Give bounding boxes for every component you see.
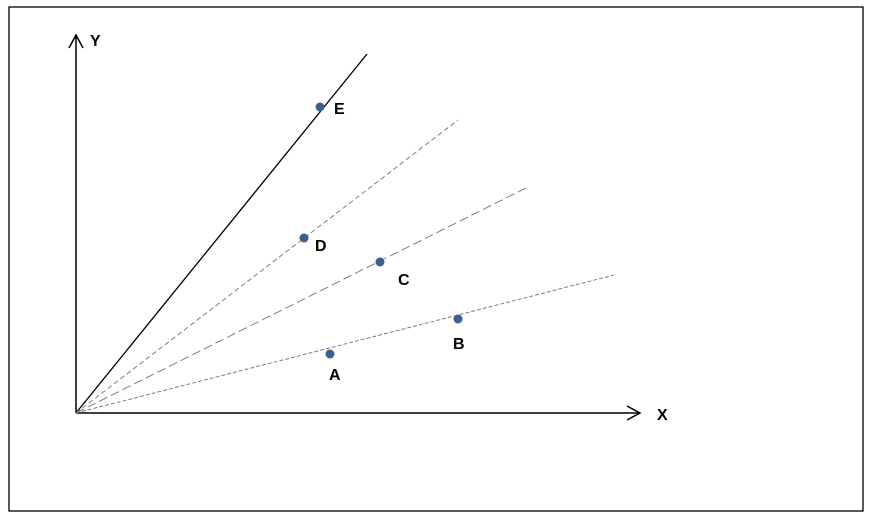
x-axis-arrowhead [626, 405, 642, 421]
axes: X Y [68, 33, 668, 424]
rays [75, 53, 615, 414]
y-axis-label: Y [90, 33, 101, 50]
ray-dashed-c [75, 186, 529, 414]
ray-dashed-d [75, 119, 459, 414]
point-label-a: A [329, 367, 341, 384]
point-marker-a [325, 349, 335, 359]
point-label-e: E [334, 101, 345, 118]
point-label-c: C [398, 272, 410, 289]
point-marker-b [453, 314, 463, 324]
y-axis-arrowhead [68, 33, 84, 49]
diagram-border [8, 6, 864, 512]
point-label-d: D [315, 238, 327, 255]
ray-solid-e [75, 53, 368, 414]
point-label-b: B [453, 336, 465, 353]
ray-dashed-ab [75, 274, 615, 414]
points: A B C D E [299, 101, 465, 384]
x-axis-label: X [657, 407, 668, 424]
point-marker-d [299, 233, 309, 243]
point-marker-c [375, 257, 385, 267]
point-marker-e [315, 102, 325, 112]
